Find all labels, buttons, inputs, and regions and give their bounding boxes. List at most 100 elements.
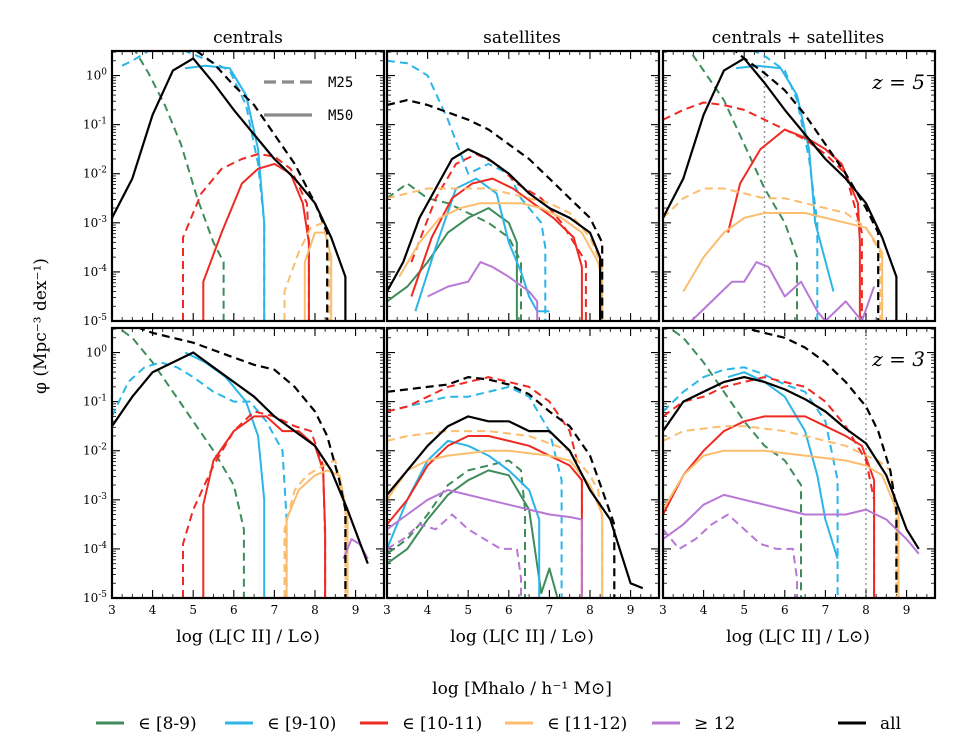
panel-r0-c0: 100 10-1 10-2 10-3 10-4 10-5	[83, 49, 386, 328]
series-b9-m50	[184, 64, 266, 321]
axis-ticks	[111, 51, 384, 322]
x-tick-label: 9	[352, 603, 360, 617]
halo-mass-legend: ∈ [8-9) ∈ [9-10) ∈ [10-11) ∈ [11-12) ≥ 12 all	[96, 714, 901, 734]
x-tick-label: 5	[189, 603, 197, 617]
series-b11-m25	[283, 221, 331, 321]
series-b11-m50	[303, 231, 333, 321]
panel-frame	[661, 49, 937, 323]
panel-frame	[661, 326, 937, 600]
series-all-m25	[135, 328, 347, 598]
legend-label-m50: M50	[328, 108, 353, 124]
panel-frame	[385, 49, 661, 323]
legend-entry-label: ∈ [8-9)	[138, 714, 197, 734]
series-b8-m25	[668, 328, 802, 598]
series-b9-m25	[663, 366, 839, 598]
series-b11-m50	[387, 449, 604, 598]
x-tick-label: 6	[230, 603, 238, 617]
series-b12-m50	[663, 493, 920, 555]
y-tick-label: 100	[86, 345, 107, 360]
panel-r0-c2: z = 5	[661, 49, 937, 323]
x-tick-label: 8	[586, 603, 594, 617]
x-tick-label: 5	[464, 603, 472, 617]
x-tick-label: 9	[627, 603, 635, 617]
series-b8-m25	[387, 459, 526, 598]
x-axis-title-1: log (L[C II] / L⊙)	[176, 627, 320, 647]
series-b8-m25	[117, 328, 245, 598]
series-b11-m25	[663, 425, 898, 598]
series-b11-m25	[387, 430, 604, 598]
y-axis-title: φ (Mpc⁻³ dex⁻¹)	[31, 258, 51, 394]
series-b9-m25	[663, 51, 819, 321]
x-tick-label: 7	[271, 603, 279, 617]
x-tick-label: 3	[659, 603, 667, 617]
series-all-m25	[739, 328, 898, 598]
legend-entry-label: ∈ [11-12)	[547, 714, 627, 734]
series-b11-m25	[663, 187, 882, 321]
series-all-m25	[194, 51, 329, 321]
series-b12-m25	[663, 513, 798, 598]
series-b9-m50	[387, 439, 541, 598]
x-tick-label: 8	[311, 603, 319, 617]
y-tick-label: 10-5	[83, 313, 107, 328]
x-tick-label: 4	[149, 603, 157, 617]
x-tick-label: 6	[505, 603, 513, 617]
series-all-m25	[387, 98, 604, 321]
series-group	[387, 59, 604, 321]
series-b9-m25	[112, 361, 288, 598]
series-all-m25	[733, 51, 880, 321]
series-all-m50	[112, 351, 369, 564]
panel-r1-c0: 100 10-1 10-2 10-3 10-4 10-53 4 5 6 7 8 9	[83, 326, 386, 617]
y-tick-label: 10-2	[83, 443, 107, 458]
series-b11-m50	[663, 449, 900, 598]
series-group	[387, 376, 644, 598]
series-group	[112, 328, 369, 598]
series-b12-m25	[387, 513, 522, 598]
series-b11-m50	[398, 202, 604, 321]
panel-r1-c1: 3 4 5 6 7 8 9	[383, 326, 661, 617]
x-axis-title-3: log (L[C II] / L⊙)	[726, 627, 870, 647]
series-b11-m50	[682, 212, 884, 321]
series-b12-m50	[387, 489, 583, 598]
series-b10-m50	[410, 177, 583, 321]
legend-label-m25: M25	[328, 75, 353, 91]
column-title-satellites: satellites	[483, 28, 561, 48]
series-all-m50	[663, 57, 898, 321]
series-group	[112, 51, 347, 321]
series-group	[663, 51, 898, 321]
y-tick-label: 100	[86, 68, 107, 83]
series-b10-m50	[202, 415, 327, 598]
x-tick-label: 7	[546, 603, 554, 617]
series-all-m50	[387, 415, 644, 590]
y-tick-label: 10-3	[83, 215, 107, 230]
y-tick-label: 10-3	[83, 492, 107, 507]
legend-entry-label: ∈ [10-11)	[402, 714, 482, 734]
legend-entry-label: ≥ 12	[694, 714, 735, 734]
x-tick-label: 4	[700, 603, 708, 617]
series-all-m50	[387, 148, 602, 321]
legend-entry-label: ∈ [9-10)	[267, 714, 336, 734]
y-tick-label: 10-5	[83, 590, 107, 605]
series-group	[663, 328, 920, 598]
series-b10-m50	[387, 435, 583, 598]
x-tick-label: 3	[108, 603, 116, 617]
x-tick-label: 7	[822, 603, 830, 617]
legend-entry-label: all	[880, 714, 901, 734]
panel-r1-c2: 3 4 5 6 7 8 9 z = 3	[659, 326, 937, 617]
y-tick-label: 10-4	[83, 264, 107, 279]
series-b9-m50	[414, 177, 550, 313]
y-tick-label: 10-1	[83, 117, 107, 132]
x-tick-label: 3	[383, 603, 391, 617]
series-b8-m25	[688, 51, 798, 321]
series-b10-m50	[202, 162, 310, 321]
panel-grid: 100 10-1 10-2 10-3 10-4 10-5 z = 5 100 10-1 10-2 1…	[83, 49, 937, 617]
series-all-m50	[663, 376, 920, 550]
y-tick-label: 10-4	[83, 541, 107, 556]
series-b10-m25	[663, 376, 876, 598]
halo-mass-label: log [Mhalo / h⁻¹ M⊙]	[432, 679, 612, 699]
y-tick-label: 10-1	[83, 394, 107, 409]
x-tick-label: 5	[740, 603, 748, 617]
series-all-m50	[112, 57, 347, 321]
x-tick-label: 8	[862, 603, 870, 617]
series-b8-m50	[387, 469, 559, 598]
